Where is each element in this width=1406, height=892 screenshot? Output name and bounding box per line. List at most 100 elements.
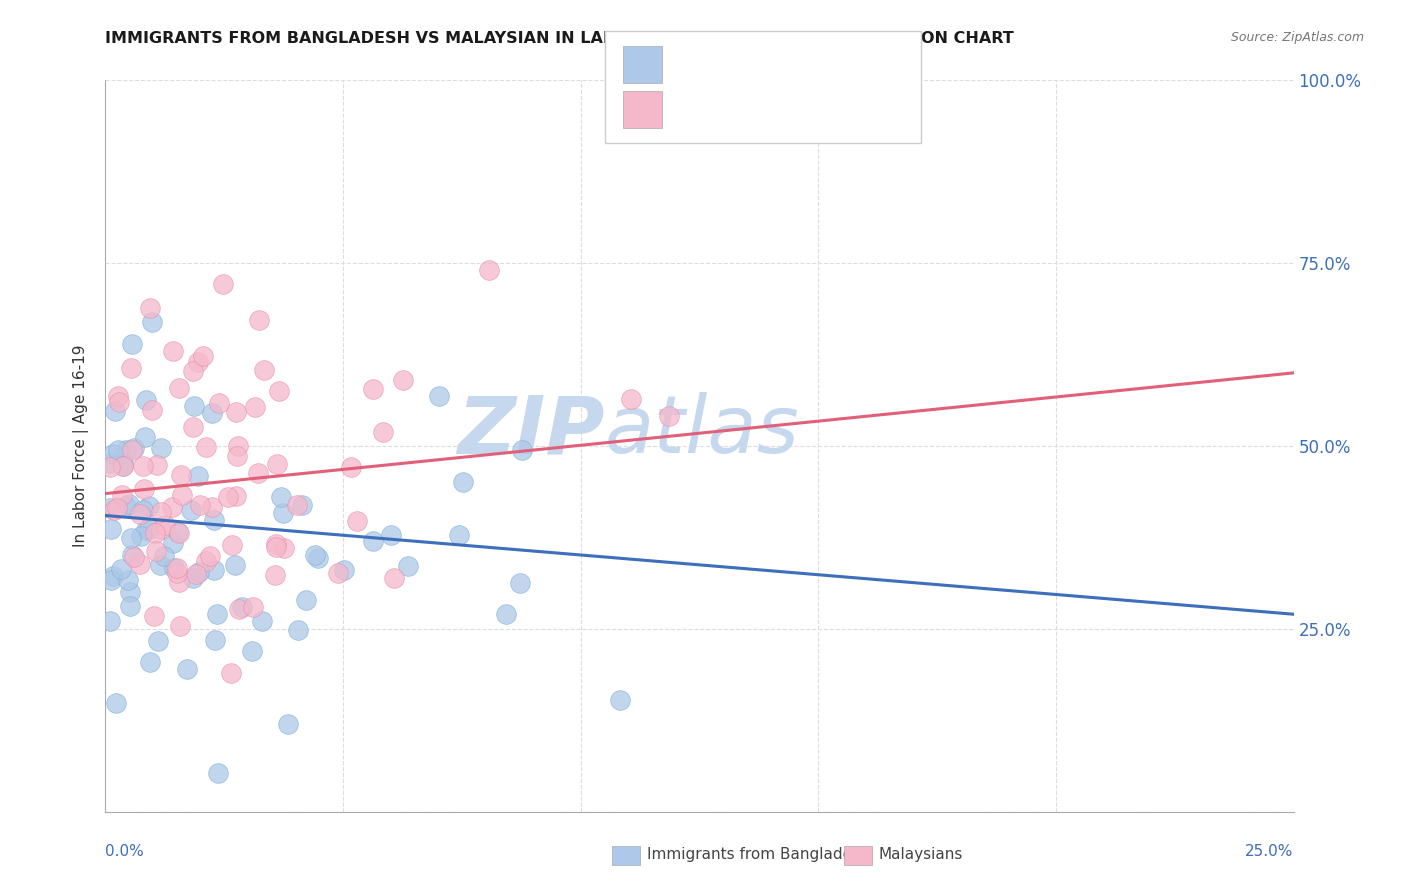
Point	[202, 513, 225, 527]
Point	[246, 466, 269, 480]
Text: Immigrants from Bangladesh: Immigrants from Bangladesh	[647, 847, 869, 862]
Point	[172, 488, 194, 502]
Point	[181, 364, 204, 378]
Point	[187, 468, 209, 483]
Point	[219, 665, 242, 680]
Point	[143, 526, 166, 541]
Point	[207, 396, 229, 410]
Point	[266, 457, 288, 471]
Point	[225, 449, 247, 463]
Point	[333, 563, 356, 577]
Point	[361, 534, 384, 549]
Point	[139, 301, 162, 315]
Point	[162, 535, 184, 549]
Text: 0.154: 0.154	[716, 101, 779, 119]
Point	[104, 404, 127, 418]
Point	[195, 440, 218, 454]
Text: -0.140: -0.140	[716, 55, 780, 73]
Point	[110, 562, 132, 576]
Point	[291, 499, 314, 513]
Point	[100, 522, 122, 536]
Point	[98, 501, 121, 516]
Point	[122, 441, 145, 455]
Point	[270, 490, 292, 504]
Point	[112, 458, 135, 473]
Point	[167, 381, 190, 395]
Point	[169, 525, 191, 540]
Point	[155, 518, 177, 533]
Point	[191, 349, 214, 363]
Point	[163, 561, 186, 575]
Point	[269, 384, 291, 398]
Point	[98, 456, 121, 470]
Point	[181, 420, 204, 434]
Text: atlas: atlas	[605, 392, 799, 470]
Point	[134, 430, 156, 444]
Point	[132, 503, 155, 517]
Point	[658, 409, 681, 424]
Point	[128, 508, 150, 522]
Point	[184, 566, 207, 581]
Point	[153, 549, 176, 563]
Point	[217, 490, 239, 504]
Point	[98, 614, 121, 628]
Point	[188, 565, 211, 579]
Point	[243, 400, 266, 414]
Point	[101, 569, 124, 583]
Point	[176, 662, 198, 676]
Point	[114, 500, 136, 514]
Point	[509, 576, 531, 591]
Point	[138, 522, 160, 536]
Point	[120, 531, 142, 545]
Point	[141, 314, 163, 328]
Point	[205, 607, 228, 622]
Point	[478, 263, 501, 277]
Point	[242, 599, 264, 614]
Point	[396, 558, 419, 573]
Point	[166, 566, 188, 580]
Point	[221, 538, 243, 552]
Point	[139, 655, 162, 669]
Text: R =: R =	[673, 55, 713, 73]
Point	[169, 618, 191, 632]
Point	[495, 607, 517, 622]
Point	[187, 355, 209, 369]
Point	[183, 399, 205, 413]
Point	[146, 633, 169, 648]
Point	[108, 395, 131, 409]
Point	[427, 389, 450, 403]
Text: N =: N =	[772, 101, 824, 119]
Point	[200, 549, 222, 563]
Point	[382, 571, 405, 585]
Point	[253, 363, 276, 377]
Point	[120, 361, 142, 376]
Point	[510, 442, 533, 457]
Text: R =: R =	[673, 101, 713, 119]
Point	[287, 498, 309, 512]
Point	[226, 438, 249, 452]
Point	[224, 558, 246, 573]
Point	[103, 447, 125, 461]
Y-axis label: In Labor Force | Age 16-19: In Labor Force | Age 16-19	[73, 344, 90, 548]
Point	[135, 523, 157, 537]
Point	[225, 405, 247, 419]
Point	[247, 313, 270, 327]
Point	[162, 344, 184, 359]
Point	[620, 392, 643, 406]
Point	[105, 696, 128, 710]
Point	[170, 467, 193, 482]
Text: 75: 75	[821, 101, 846, 119]
Point	[207, 766, 229, 780]
Text: Source: ZipAtlas.com: Source: ZipAtlas.com	[1230, 31, 1364, 45]
Point	[225, 489, 247, 503]
Point	[114, 442, 136, 457]
Point	[231, 599, 253, 614]
Point	[131, 458, 153, 473]
Point	[304, 548, 326, 562]
Point	[263, 568, 285, 582]
Point	[166, 561, 188, 575]
Point	[271, 506, 294, 520]
Point	[250, 614, 273, 628]
Point	[100, 573, 122, 587]
Point	[273, 541, 295, 556]
